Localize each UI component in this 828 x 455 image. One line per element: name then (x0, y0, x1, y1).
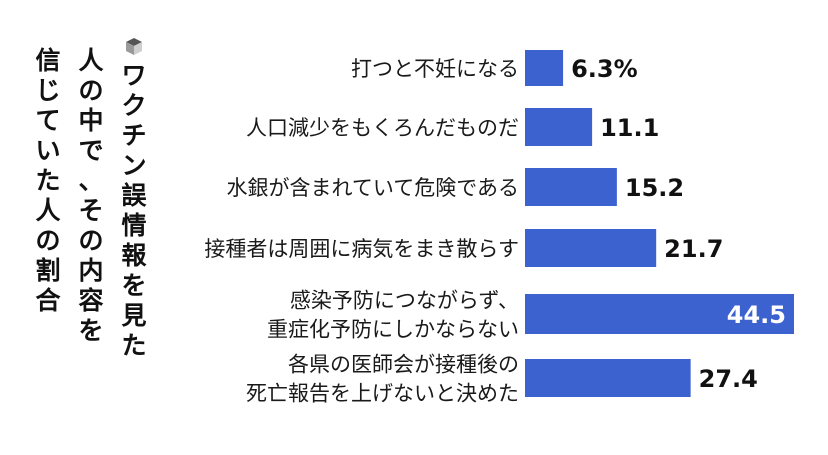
bars (525, 50, 794, 397)
bar-1 (525, 50, 564, 86)
bar-2 (525, 108, 593, 146)
value-label-5: 44.5 (727, 301, 786, 329)
title-column-1: ワクチン誤情報を見た (121, 61, 147, 360)
value-label-2: 11.1 (600, 114, 659, 142)
category-label-4: 接種者は周囲に病気をまき散らす (204, 237, 519, 261)
category-label-3: 水銀が含まれていて危険である (226, 176, 519, 200)
category-label-6-line-1: 各県の医師会が接種後の (288, 353, 519, 377)
category-label-2: 人口減少をもくろんだものだ (246, 116, 519, 140)
category-label-5-line-2: 重症化予防にしかならない (267, 318, 519, 342)
bar-4 (525, 229, 657, 267)
cube-bullet-icon (126, 38, 142, 55)
category-label-6-line-2: 死亡報告を上げないと決めた (246, 382, 519, 406)
value-label-1: 6.3% (571, 55, 638, 83)
category-label-5-line-1: 感染予防につながらず、 (290, 289, 519, 313)
title-column-2: 人の中で、その内容を (78, 46, 103, 345)
category-label-1: 打つと不妊になる (351, 57, 519, 81)
category-labels: 打つと不妊になる人口減少をもくろんだものだ水銀が含まれていて危険である接種者は周… (204, 57, 519, 406)
value-labels: 6.3% 11.1 15.2 21.7 44.5 27.4 (571, 55, 786, 393)
value-label-6: 27.4 (699, 365, 758, 393)
cube-right-face (134, 42, 142, 55)
title-column-3: 信じていた人の割合 (35, 46, 61, 315)
bar-6 (525, 359, 691, 397)
bar-3 (525, 168, 617, 206)
value-label-3: 15.2 (625, 174, 684, 202)
bar-5 (525, 294, 794, 334)
cube-left-face (126, 42, 134, 55)
value-label-4: 21.7 (664, 235, 723, 263)
